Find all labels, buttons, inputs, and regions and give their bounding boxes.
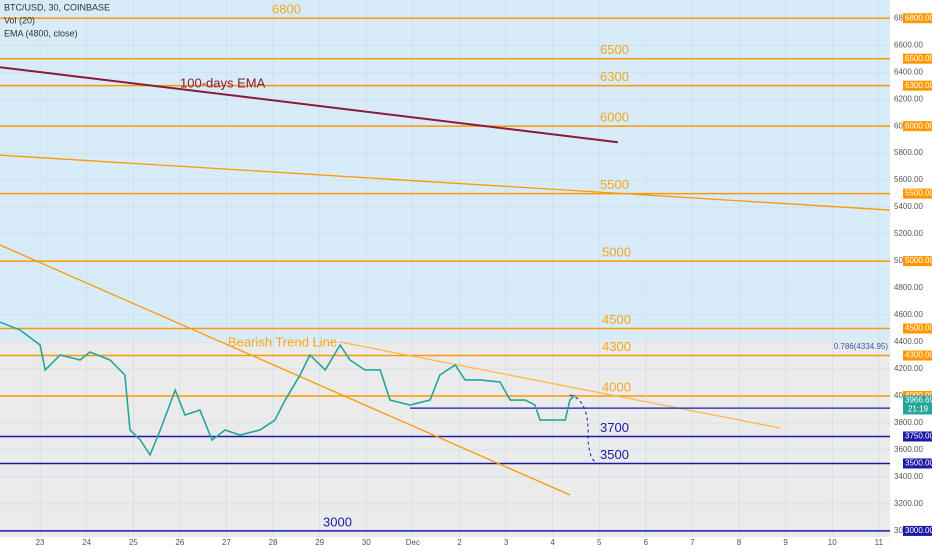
- level-axis-box: [903, 188, 932, 199]
- y-tick-label: 3400.00: [894, 472, 923, 481]
- y-tick-label: 5400.00: [894, 202, 923, 211]
- x-tick-label: 28: [269, 538, 278, 547]
- trend-line: [0, 66, 618, 144]
- price: [0, 321, 576, 457]
- trend-line: [0, 154, 891, 211]
- x-tick-label: 29: [315, 538, 324, 547]
- level-label: 5000: [602, 245, 631, 260]
- level-label: 3700: [600, 420, 629, 435]
- level-axis-box: [903, 53, 932, 64]
- countdown: 21:19: [908, 405, 929, 414]
- y-tick-label: 4400.00: [894, 337, 923, 346]
- x-tick-label: 4: [550, 538, 555, 547]
- x-tick-label: 30: [362, 538, 371, 547]
- level-axis-label: 5000.00: [905, 256, 932, 265]
- y-tick-label: 5800.00: [894, 148, 923, 157]
- y-tick-label: 6400.00: [894, 67, 923, 76]
- trend-line: [340, 341, 781, 429]
- x-tick-label: 23: [36, 538, 45, 547]
- x-tick-label: 25: [129, 538, 138, 547]
- level-axis-label: 6500.00: [905, 54, 932, 63]
- x-tick-label: 24: [82, 538, 91, 547]
- trend-lines: 100-days EMA Bearish Trend Line: [0, 66, 891, 496]
- level-axis-box: [903, 431, 932, 442]
- x-tick-label: 5: [597, 538, 602, 547]
- y-tick-label: 5200.00: [894, 229, 923, 238]
- y-tick-label: 3200.00: [894, 499, 923, 508]
- level-axis-box: [903, 256, 932, 267]
- level-label: 4500: [602, 312, 631, 327]
- x-tick-label: 10: [828, 538, 837, 547]
- x-tick-label: 26: [175, 538, 184, 547]
- last-price-box: [903, 395, 932, 415]
- y-tick-label: 5600.00: [894, 175, 923, 184]
- level-label: 6300: [600, 69, 629, 84]
- level-axis-label: 3000.00: [905, 526, 932, 535]
- level-axis-box: [903, 323, 932, 334]
- y-tick-label: 4200.00: [894, 364, 923, 373]
- level-label: 4300: [602, 339, 631, 354]
- level-axis-label: 4500.00: [905, 324, 932, 333]
- level-axis-label: 6000.00: [905, 121, 932, 130]
- level-axis-label: 6300.00: [905, 81, 932, 90]
- level-label: 6500: [600, 42, 629, 57]
- y-tick-label: 4600.00: [894, 310, 923, 319]
- level-axis-label: 6800.00: [905, 13, 932, 22]
- levels: 6800 6500 6300 6000 5500 5000 4500 4300 4000 3700…: [0, 2, 890, 532]
- last-price-label: 3966.69: [905, 396, 932, 405]
- header-symbol: BTC/USD, 30, COINBASE: [4, 2, 110, 12]
- level-axis-box: [903, 350, 932, 361]
- price-line: [0, 321, 576, 457]
- x-tick-label: Dec: [406, 538, 420, 547]
- level-axis-box: [903, 80, 932, 91]
- level-label: 6000: [600, 110, 629, 125]
- level-label: 3000: [323, 514, 352, 529]
- level-axis-box: [903, 121, 932, 132]
- level-axis-label: 4300.00: [905, 351, 932, 360]
- trend-line-label: 100-days EMA: [180, 75, 266, 90]
- level-label: 5500: [600, 177, 629, 192]
- header-volume: Vol (20): [4, 15, 35, 25]
- x-tick-label: 7: [690, 538, 695, 547]
- trend-line: [0, 244, 571, 496]
- x-tick-label: 27: [222, 538, 231, 547]
- y-tick-label: 6200.00: [894, 94, 923, 103]
- upper-zone: [0, 0, 890, 340]
- level-axis-label: 5500.00: [905, 189, 932, 198]
- level-axis-label: 3500.00: [905, 459, 932, 468]
- y-tick-label: 3600.00: [894, 445, 923, 454]
- level-axis-box: [903, 525, 932, 536]
- x-tick-label: 9: [783, 538, 788, 547]
- level-axis-box: [903, 458, 932, 469]
- x-tick-label: 11: [875, 538, 884, 547]
- level-axis-label: 3750.00: [905, 432, 932, 441]
- y-tick-label: 4800.00: [894, 283, 923, 292]
- y-axis-area: [890, 0, 932, 550]
- x-tick-label: 8: [737, 538, 742, 547]
- level-label: 6800: [272, 2, 301, 17]
- y-tick-label: 3800.00: [894, 418, 923, 427]
- x-tick-label: 2: [457, 538, 462, 547]
- level-label: 3500: [600, 447, 629, 462]
- x-tick-label: 3: [504, 538, 509, 547]
- x-axis-area: [0, 537, 890, 550]
- fib-label: 0.786(4334.95): [834, 342, 889, 351]
- trend-line-label: Bearish Trend Line: [228, 334, 337, 349]
- level-label: 4000: [602, 379, 631, 394]
- y-tick-label: 6600.00: [894, 40, 923, 49]
- header-ema: EMA (4800, close): [4, 28, 78, 38]
- projection: [569, 394, 598, 463]
- level-axis-box: [903, 13, 932, 24]
- axes: 3000.003200.003400.003600.003800.004000.…: [36, 13, 932, 547]
- x-tick-label: 6: [644, 538, 649, 547]
